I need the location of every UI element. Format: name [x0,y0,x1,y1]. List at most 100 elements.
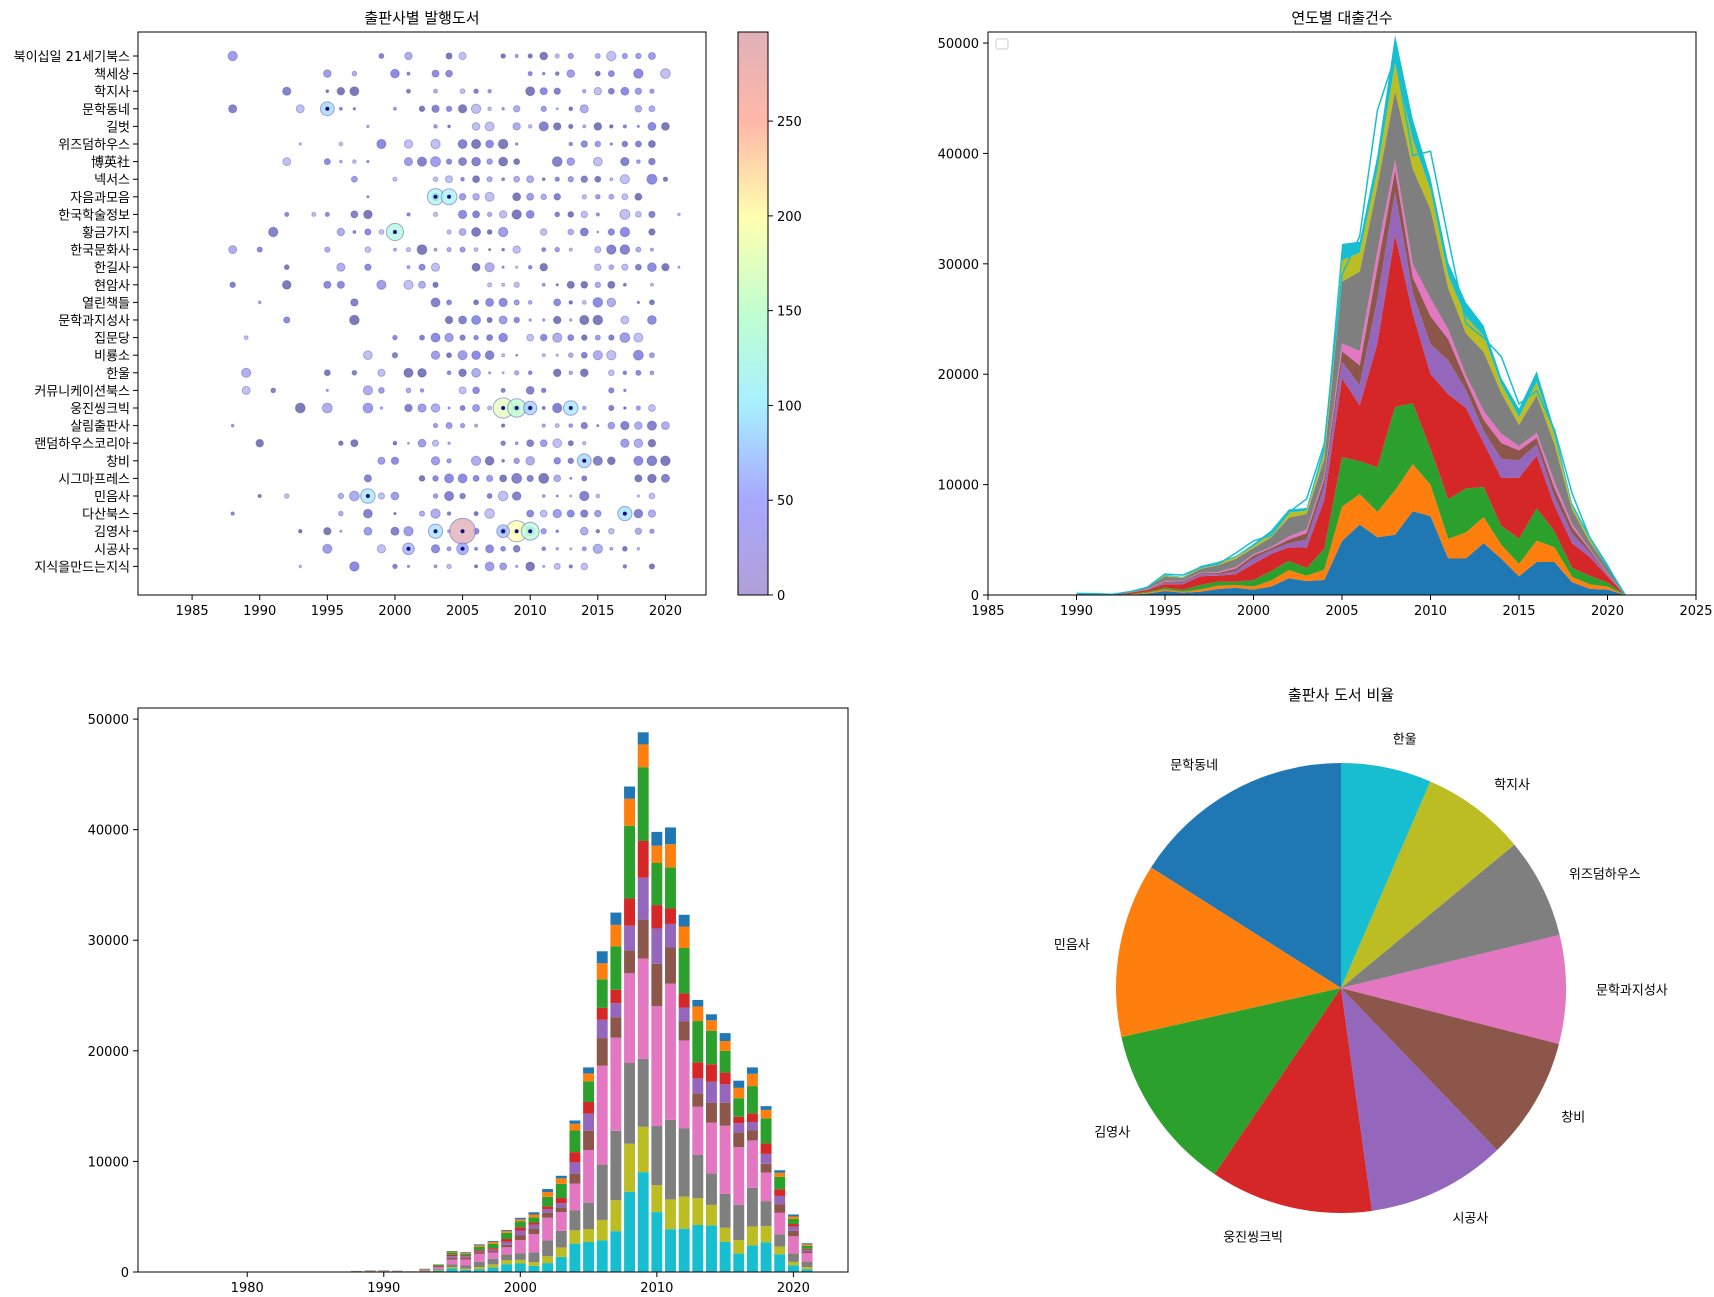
scatter-point [501,177,506,182]
scatter-point [459,405,466,411]
bar-segment [528,1265,540,1272]
scatter-point [366,124,370,129]
scatter-point [647,473,657,484]
scatter-point [321,402,333,414]
pie-slice [1214,988,1373,1213]
scatter-point [554,53,560,59]
pie-label: 문학과지성사 [1596,984,1668,999]
bar-segment [610,1231,622,1272]
scatter-point-core [392,230,397,234]
bar-segment [583,1150,595,1203]
bar-segment [610,1017,622,1038]
scatter-point [595,493,601,499]
scatter-point [594,509,602,518]
bar-segment [719,1125,731,1194]
scatter-point [416,244,428,256]
bar-segment [610,1037,622,1131]
scatter-point [338,106,343,111]
scatter-point [378,387,385,394]
bar-segment [637,732,649,745]
scatter-point [526,333,535,342]
scatter-point [595,212,601,217]
scatter-point [430,508,441,519]
bar-segment [719,1072,731,1085]
x-tick-label: 2010 [514,604,547,619]
scatter-point [595,528,601,534]
bar-segment [719,1193,731,1228]
scatter-point [352,230,357,234]
bar-segment [678,1007,690,1022]
bar-segment [514,1259,526,1264]
bar-segment [542,1206,554,1210]
bar-segment [514,1230,526,1236]
scatter-point [446,229,452,235]
scatter-point [336,280,345,289]
bar-segment [787,1253,799,1262]
bar-segment [719,1102,731,1126]
scatter-point [592,156,603,167]
scatter-point [324,211,330,217]
scatter-point [241,385,251,395]
bar-segment [733,1087,745,1099]
bar-segment [678,1196,690,1229]
scatter-point [430,544,441,554]
scatter-point [298,564,303,569]
scatter-point [282,86,292,96]
pie-label: 시공사 [1452,1211,1488,1226]
scatter-point [323,369,331,377]
bar-segment [719,1041,731,1051]
bar-segment [760,1118,772,1144]
scatter-point [405,247,412,253]
scatter-point [295,104,305,114]
bar-segment [637,841,649,878]
bar-segment [460,1252,472,1253]
scatter-point [621,193,629,201]
bar-segment [487,1258,499,1265]
scatter-point [513,281,520,288]
scatter-point [646,420,658,431]
chart-title: 출판사 도서 비율 [1288,686,1394,704]
scatter-point [377,456,386,465]
scatter-point [646,455,658,467]
scatter-point-core [501,406,506,410]
bar-segment [637,877,649,920]
bar-segment [706,1225,717,1272]
bar-segment [678,1128,690,1197]
scatter-point [539,439,548,448]
bar-segment [610,1200,622,1232]
bar-segment [542,1212,554,1218]
bar-segment [446,1254,458,1257]
scatter-point [677,212,681,217]
pie-slice [1341,781,1515,988]
bar-segment [665,1119,676,1200]
scatter-point [458,368,467,378]
bar-segment [501,1230,513,1233]
scatter-point [257,493,262,499]
scatter-point [457,209,468,220]
bar-segment [487,1252,499,1259]
scatter-point [458,157,468,167]
scatter-point [352,107,357,111]
scatter-point [594,281,602,289]
scatter-point [619,226,631,238]
scatter-point [473,247,479,253]
bar-segment [542,1256,554,1264]
bar-segment [501,1254,513,1261]
scatter-point [660,455,671,467]
scatter-point [405,387,412,394]
scatter-point [525,86,536,97]
scatter-point [661,421,670,431]
scatter-point [527,300,533,305]
bar-segment [569,1243,581,1272]
scatter-point [391,352,399,359]
y-tick-label: 한국문화사 [70,244,130,259]
scatter-point [553,562,561,570]
scatter-point [527,53,533,59]
scatter-point [471,156,481,167]
bar-segment [460,1268,472,1270]
scatter-point [542,564,546,569]
scatter-point [594,246,602,254]
scatter-point [513,457,520,465]
x-tick-label: 2020 [649,604,682,619]
bar-segment [487,1241,499,1242]
